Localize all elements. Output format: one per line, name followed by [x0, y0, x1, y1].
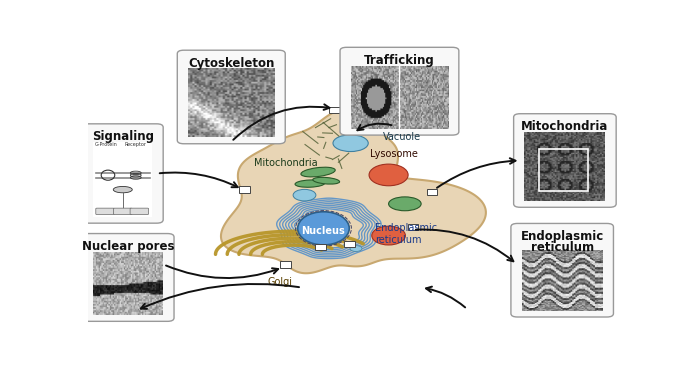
Ellipse shape [298, 212, 349, 245]
FancyBboxPatch shape [344, 241, 355, 248]
Text: Signaling: Signaling [92, 130, 154, 143]
Ellipse shape [301, 167, 335, 177]
Ellipse shape [389, 197, 421, 211]
Ellipse shape [350, 246, 362, 252]
Text: Mitochondria: Mitochondria [522, 120, 608, 133]
Text: Lysosome: Lysosome [370, 149, 418, 159]
FancyBboxPatch shape [96, 208, 114, 214]
FancyBboxPatch shape [130, 208, 148, 214]
Polygon shape [221, 109, 486, 273]
Ellipse shape [295, 180, 325, 187]
Text: Endoplasmic
reticulum: Endoplasmic reticulum [375, 224, 437, 245]
Ellipse shape [372, 226, 405, 245]
Text: Mitochondria: Mitochondria [253, 158, 317, 168]
FancyBboxPatch shape [113, 208, 132, 214]
FancyBboxPatch shape [177, 50, 285, 144]
Text: Receptor: Receptor [125, 142, 147, 147]
FancyBboxPatch shape [511, 224, 613, 317]
Ellipse shape [333, 135, 368, 152]
Text: Cytoskeleton: Cytoskeleton [188, 57, 274, 69]
Ellipse shape [313, 177, 340, 184]
Text: Nucleus: Nucleus [302, 226, 345, 236]
Ellipse shape [293, 189, 316, 201]
FancyBboxPatch shape [280, 261, 291, 268]
Ellipse shape [113, 186, 132, 193]
Text: Nuclear pores: Nuclear pores [82, 240, 174, 253]
FancyBboxPatch shape [400, 129, 410, 135]
Text: Golgi: Golgi [267, 278, 293, 288]
FancyBboxPatch shape [83, 124, 163, 223]
Text: Endoplasmic: Endoplasmic [521, 230, 604, 243]
FancyBboxPatch shape [340, 47, 458, 135]
FancyBboxPatch shape [329, 107, 340, 113]
Text: Trafficking: Trafficking [364, 54, 435, 67]
FancyBboxPatch shape [514, 114, 616, 207]
Text: reticulum: reticulum [531, 241, 594, 254]
Text: G-Protein: G-Protein [94, 142, 118, 147]
Text: Vacuole: Vacuole [383, 132, 421, 142]
Ellipse shape [369, 164, 408, 186]
FancyBboxPatch shape [83, 234, 174, 321]
FancyBboxPatch shape [239, 186, 251, 192]
FancyBboxPatch shape [93, 142, 153, 217]
FancyBboxPatch shape [315, 244, 326, 250]
FancyBboxPatch shape [407, 224, 419, 230]
FancyBboxPatch shape [426, 189, 438, 195]
